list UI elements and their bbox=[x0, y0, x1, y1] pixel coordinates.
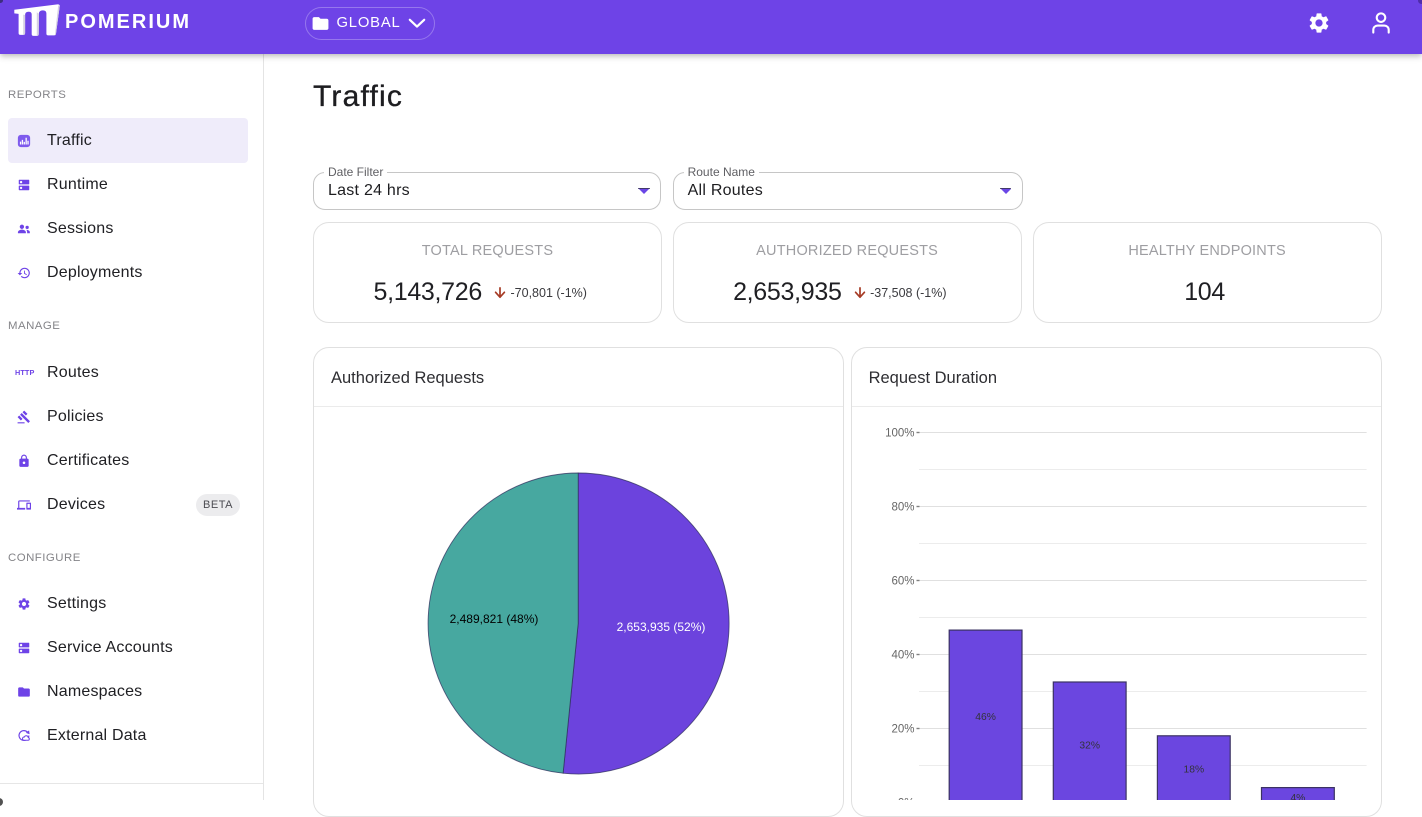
svg-text:18%: 18% bbox=[1183, 765, 1204, 776]
svg-text:4%: 4% bbox=[1290, 793, 1305, 800]
svg-text:100%: 100% bbox=[885, 427, 914, 439]
svg-text:60%: 60% bbox=[891, 575, 914, 587]
svg-text:20%: 20% bbox=[891, 723, 914, 735]
svg-text:46%: 46% bbox=[975, 712, 996, 723]
svg-text:40%: 40% bbox=[891, 649, 914, 661]
svg-text:80%: 80% bbox=[891, 501, 914, 513]
svg-text:2,489,821 (48%): 2,489,821 (48%) bbox=[450, 612, 539, 626]
svg-text:0%: 0% bbox=[898, 797, 915, 800]
svg-text:2,653,935 (52%): 2,653,935 (52%) bbox=[617, 620, 706, 634]
svg-text:32%: 32% bbox=[1079, 741, 1100, 752]
